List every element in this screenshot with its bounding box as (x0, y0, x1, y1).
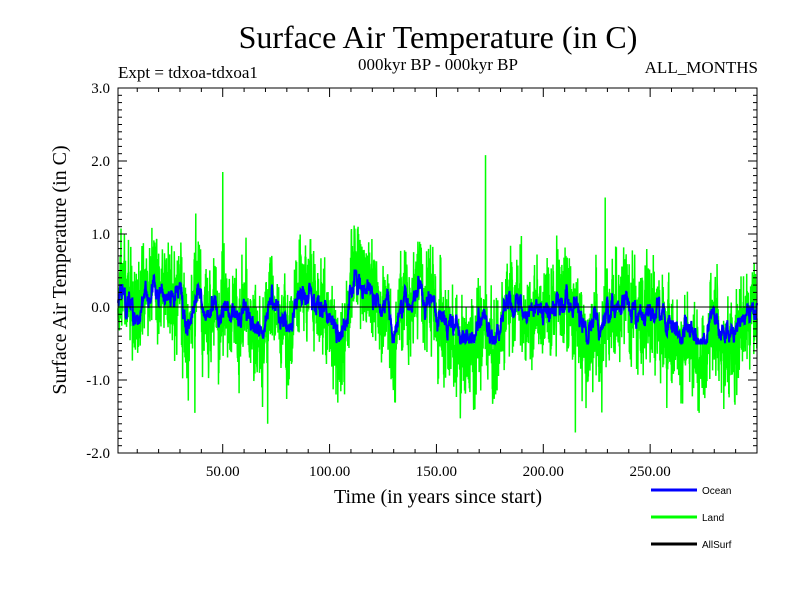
experiment-label: Expt = tdxoa-tdxoa1 (118, 63, 258, 82)
period-label: 000kyr BP - 000kyr BP (358, 55, 518, 74)
legend-label-land: Land (702, 513, 724, 524)
land-line (117, 155, 758, 433)
y-tick-label: 3.0 (91, 81, 110, 97)
ocean-series-line (117, 269, 758, 346)
legend-label-allsurf: AllSurf (702, 540, 732, 551)
y-tick-label: -1.0 (86, 373, 110, 389)
x-tick-label: 50.00 (206, 464, 240, 480)
chart-title: Surface Air Temperature (in C) (239, 19, 638, 55)
y-axis-label: Surface Air Temperature (in C) (49, 145, 71, 394)
x-tick-label: 150.00 (416, 464, 457, 480)
land-series-line (117, 155, 758, 433)
legend: Ocean Land AllSurf (651, 486, 732, 551)
x-tick-label: 100.00 (309, 464, 350, 480)
months-label: ALL_MONTHS (645, 58, 758, 77)
y-tick-label: 2.0 (91, 154, 110, 170)
axis-tick-labels: -2.0 -1.0 0.0 1.0 2.0 3.0 50.00 100.00 150.00 200… (86, 81, 671, 480)
y-tick-label: 0.0 (91, 300, 110, 316)
x-axis-label: Time (in years since start) (334, 486, 542, 508)
ocean-line (117, 269, 758, 346)
legend-label-ocean: Ocean (702, 486, 731, 497)
y-tick-label: -2.0 (86, 446, 110, 462)
y-tick-label: 1.0 (91, 227, 110, 243)
axis-ticks (118, 87, 757, 454)
x-tick-label: 200.00 (523, 464, 564, 480)
x-tick-label: 250.00 (630, 464, 671, 480)
